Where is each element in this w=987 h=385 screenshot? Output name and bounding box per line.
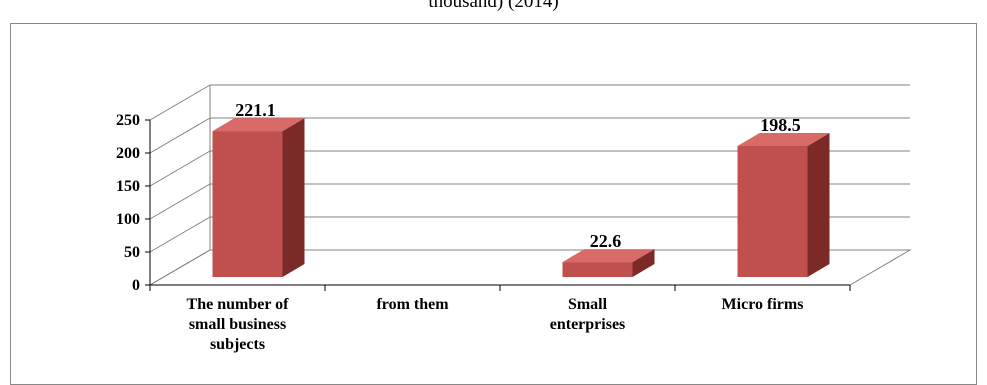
data-label: 198.5 xyxy=(760,115,801,135)
bar-side xyxy=(807,132,830,277)
gridline-side xyxy=(149,216,211,253)
x-category-label: Small xyxy=(568,296,608,313)
gridline-side xyxy=(149,84,211,121)
data-label: 221.1 xyxy=(235,100,276,120)
bars-layer xyxy=(212,118,830,277)
x-category-label: Micro firms xyxy=(722,296,804,313)
gridline-side xyxy=(149,150,211,187)
bar-side xyxy=(282,118,305,277)
chart-title: thousand) (2014) xyxy=(428,0,559,12)
bar xyxy=(737,145,808,277)
labels-layer: The number of small business subjects 221.1… xyxy=(187,100,804,353)
data-label: 22.6 xyxy=(590,231,622,251)
gridline-side xyxy=(149,117,211,154)
bar-top xyxy=(562,249,655,263)
gridline-side xyxy=(149,183,211,220)
y-tick-label: 150 xyxy=(116,178,140,195)
bar-top xyxy=(212,118,305,132)
bar-side xyxy=(632,249,655,277)
x-category-label: small business xyxy=(189,316,286,333)
x-category-label: enterprises xyxy=(550,316,626,333)
bar xyxy=(212,131,283,277)
x-category-label: The number of xyxy=(187,296,290,313)
y-tick-label: 200 xyxy=(116,145,140,162)
y-tick-label: 250 xyxy=(116,112,140,129)
bar xyxy=(562,262,633,277)
bar-top xyxy=(737,132,830,146)
x-category-label: subjects xyxy=(210,336,265,353)
x-category-label: from them xyxy=(376,296,449,313)
y-tick-label: 100 xyxy=(116,211,140,228)
axis-layer: 0 50 100 150 200 250 xyxy=(116,112,851,294)
y-tick-label: 0 xyxy=(132,277,140,294)
y-tick-label: 50 xyxy=(124,244,140,261)
